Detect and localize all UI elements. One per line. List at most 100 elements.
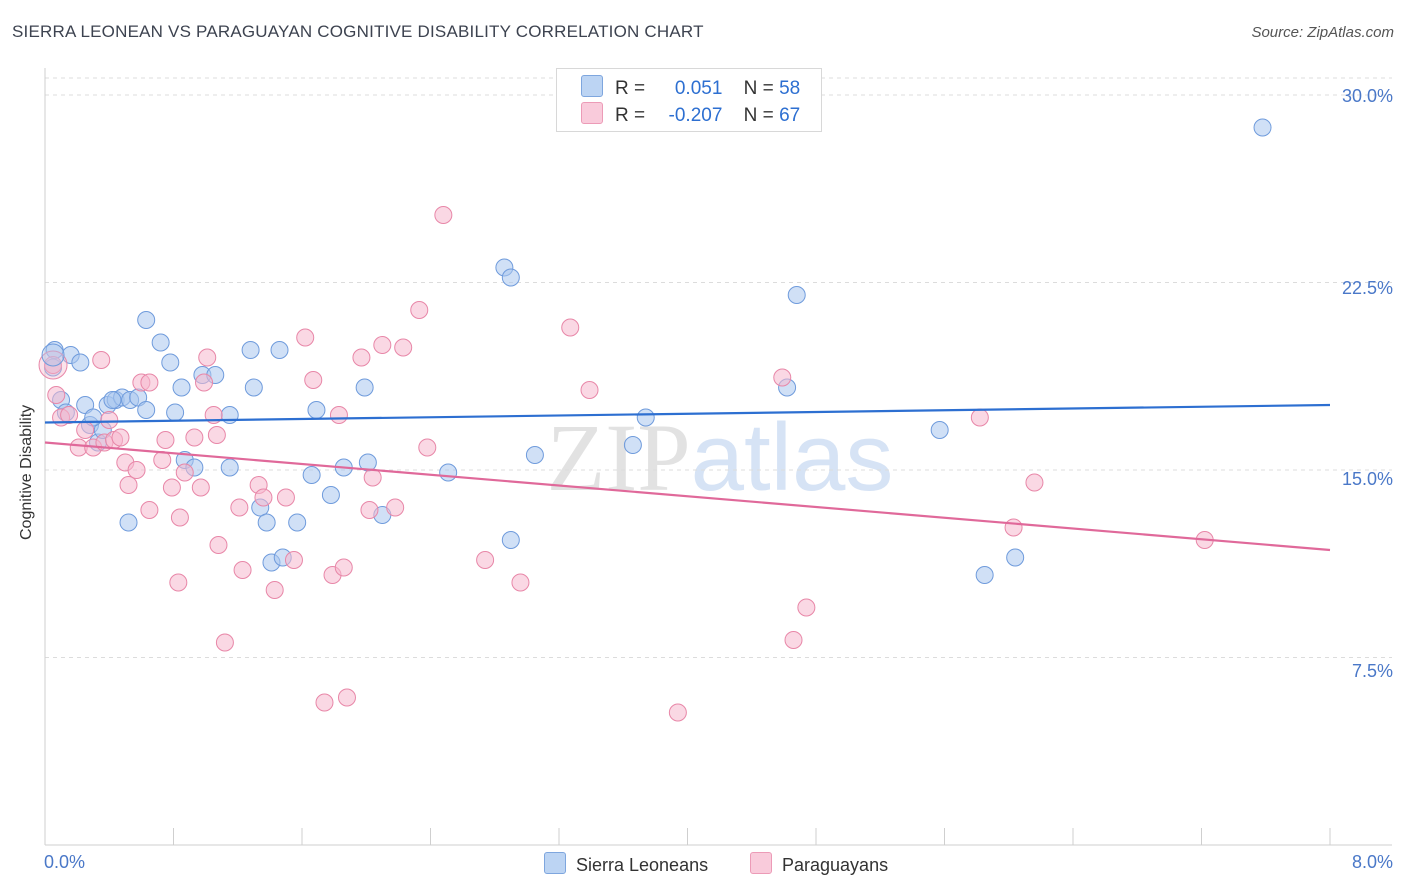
sierra-leonean-point bbox=[439, 463, 458, 482]
watermark-zip: ZIP bbox=[547, 404, 691, 511]
sierra-leonean-point bbox=[71, 353, 90, 372]
legend-label-paraguayans: Paraguayans bbox=[782, 855, 889, 875]
watermark: ZIPatlas bbox=[547, 404, 894, 511]
sierra-leonean-point bbox=[1253, 118, 1272, 137]
paraguayan-point bbox=[386, 498, 405, 517]
paraguayan-point bbox=[195, 373, 214, 392]
sierra-leonean-point bbox=[172, 378, 191, 397]
paraguayan-point bbox=[580, 381, 599, 399]
paraguayan-point bbox=[198, 348, 217, 367]
paraguayan-point-large bbox=[38, 350, 68, 380]
sierra-leonean-point bbox=[166, 403, 185, 422]
legend-n-label: N = bbox=[743, 105, 774, 126]
legend-row-sierra-leoneans: R = 0.051 N = 58 bbox=[581, 75, 800, 99]
paraguayan-point bbox=[797, 598, 816, 617]
sierra-leonean-point bbox=[930, 421, 949, 439]
paraguayan-point bbox=[209, 536, 228, 554]
chart-title: SIERRA LEONEAN VS PARAGUAYAN COGNITIVE D… bbox=[12, 22, 704, 41]
sierra-leonean-point bbox=[525, 446, 544, 464]
sierra-leonean-point bbox=[241, 341, 260, 359]
paraguayan-point bbox=[476, 551, 495, 569]
sierra-leonean-point bbox=[244, 378, 263, 397]
y-tick-label-22-5: 22.5% bbox=[1341, 278, 1393, 298]
paraguayan-point bbox=[1025, 473, 1044, 492]
paraguayan-point bbox=[127, 461, 146, 479]
sierra-leonean-point bbox=[220, 458, 239, 477]
sierra-leonean-point bbox=[636, 408, 655, 427]
sierra-leonean-point bbox=[103, 391, 122, 409]
paraguayan-point bbox=[60, 406, 79, 424]
sierra-leonean-point bbox=[501, 268, 520, 287]
paraguayan-point bbox=[394, 338, 413, 357]
paraguayan-point bbox=[185, 428, 204, 447]
paraguayan-point bbox=[434, 206, 453, 224]
legend-item-paraguayans: Paraguayans bbox=[750, 852, 888, 876]
paraguayan-point bbox=[334, 558, 353, 577]
paraguayan-point bbox=[304, 371, 323, 389]
sierra-leonean-point bbox=[270, 341, 289, 359]
sierra-leonean-point bbox=[151, 333, 170, 352]
paraguayan-point bbox=[47, 386, 66, 404]
paraguayan-point bbox=[44, 356, 63, 374]
sierra-leonean-point-large bbox=[41, 343, 65, 367]
paraguayan-point bbox=[296, 328, 315, 347]
legend-row-paraguayans: R = -0.207 N = 67 bbox=[581, 102, 800, 126]
paraguayan-point bbox=[162, 478, 181, 497]
legend-swatch-blue bbox=[581, 75, 603, 97]
sierra-leonean-trend-line bbox=[44, 403, 1331, 424]
paraguayan-point bbox=[191, 478, 210, 497]
paraguayan-point bbox=[207, 426, 226, 444]
paraguayan-point bbox=[265, 581, 284, 599]
legend-r-label: R = bbox=[615, 78, 646, 99]
sierra-leonean-point bbox=[137, 311, 156, 329]
sierra-leonean-point bbox=[137, 401, 156, 419]
paraguayan-point bbox=[276, 488, 295, 507]
sierra-leonean-point bbox=[321, 486, 340, 504]
legend-n-value: 67 bbox=[779, 105, 801, 126]
paraguayan-point bbox=[511, 573, 530, 592]
sierra-leonean-point bbox=[257, 513, 276, 532]
sierra-leonean-point bbox=[288, 513, 307, 532]
correlation-legend: R = 0.051 N = 58 R = -0.207 N = 67 bbox=[556, 68, 822, 132]
y-tick-label-15: 15.0% bbox=[1341, 469, 1393, 489]
paraguayan-point bbox=[360, 501, 379, 519]
paraguayan-point bbox=[352, 348, 371, 367]
paraguayan-point bbox=[561, 318, 580, 337]
legend-swatch-pink bbox=[581, 102, 603, 124]
paraguayan-point bbox=[329, 406, 348, 424]
y-tick-label-30: 30.0% bbox=[1341, 86, 1393, 106]
source-label: Source: ZipAtlas.com bbox=[1251, 24, 1394, 41]
paraguayan-point bbox=[668, 703, 687, 722]
paraguayan-point bbox=[418, 438, 437, 457]
paraguayan-point bbox=[156, 431, 175, 449]
legend-n-label: N = bbox=[743, 78, 774, 99]
paraguayan-point bbox=[1004, 518, 1023, 537]
legend-r-value: 0.051 bbox=[674, 78, 723, 99]
x-tick-label-max: 8.0% bbox=[1351, 852, 1393, 872]
x-tick-label-min: 0.0% bbox=[44, 852, 86, 872]
paraguayan-point bbox=[111, 428, 130, 447]
paraguayan-point bbox=[315, 693, 334, 712]
paraguayan-point bbox=[119, 476, 138, 494]
legend-label-sierra-leoneans: Sierra Leoneans bbox=[576, 855, 709, 875]
y-tick-label-7-5: 7.5% bbox=[1351, 661, 1393, 681]
paraguayan-point bbox=[76, 421, 95, 439]
paraguayan-point bbox=[140, 373, 159, 392]
paraguayan-trend-line bbox=[44, 441, 1331, 552]
paraguayan-point bbox=[215, 633, 234, 652]
sierra-leonean-point bbox=[623, 436, 642, 454]
sierra-leonean-point bbox=[355, 378, 374, 397]
paraguayan-point bbox=[170, 508, 189, 527]
paraguayan-point bbox=[169, 573, 188, 592]
watermark-atlas: atlas bbox=[691, 404, 894, 511]
sierra-leonean-point bbox=[161, 353, 180, 372]
paraguayan-point bbox=[773, 368, 792, 387]
sierra-leonean-point bbox=[975, 566, 994, 584]
paraguayan-point bbox=[410, 301, 429, 319]
legend-item-sierra-leoneans: Sierra Leoneans bbox=[544, 852, 708, 876]
sierra-leonean-point bbox=[501, 531, 520, 549]
sierra-leonean-point bbox=[307, 401, 326, 419]
legend-r-value: -0.207 bbox=[668, 105, 723, 126]
sierra-leonean-point bbox=[1006, 548, 1025, 567]
